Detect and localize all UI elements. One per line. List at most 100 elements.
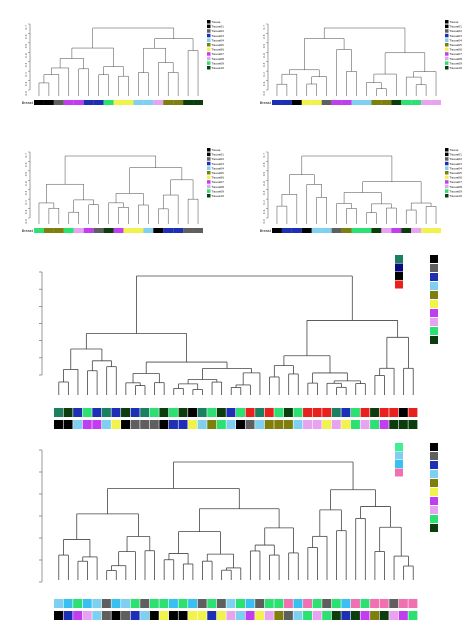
color-bar-row2-cell	[73, 420, 83, 429]
legend-b-swatch	[430, 327, 438, 335]
color-bar-row2-cell	[54, 611, 63, 620]
legend-b-swatch	[430, 515, 438, 523]
color-bar-row1-cell	[283, 599, 293, 608]
legend-b-swatch	[430, 282, 438, 290]
color-bar-cell	[83, 100, 94, 105]
legend-swatch	[445, 148, 449, 152]
color-bar-cell	[411, 228, 422, 233]
color-bar-row2-cell	[283, 611, 293, 620]
dendrogram-panel-large-upper	[39, 255, 438, 429]
legend-label: Tissue09	[211, 61, 225, 65]
legend-b-swatch	[430, 336, 438, 344]
color-bar-row1-cell	[389, 408, 399, 417]
color-bar-row1-cell	[168, 599, 178, 608]
y-axis-tick-label: 0.0	[24, 91, 28, 96]
color-bar-label: Breast	[22, 229, 34, 233]
color-bar-cell	[43, 100, 54, 105]
legend-a-swatch	[395, 272, 403, 280]
color-bar-row1-cell	[226, 408, 236, 417]
legend-label: Tissue06	[211, 176, 225, 180]
color-bar-row1-cell	[63, 599, 73, 608]
legend-swatch	[207, 52, 211, 56]
color-bar-row1-cell	[245, 408, 255, 417]
legend-label: Tissue04	[449, 38, 463, 42]
legend-label: Tissue02	[449, 157, 463, 161]
color-bar-row1-cell	[283, 408, 293, 417]
legend-label: Tissue04	[211, 38, 225, 42]
y-axis-tick-label: 0.0	[262, 91, 266, 96]
color-bar-row1-cell	[245, 599, 255, 608]
color-bar-row1-cell	[168, 408, 178, 417]
legend-b-swatch	[430, 300, 438, 308]
color-bar-row2-cell	[73, 611, 83, 620]
color-bar-row1-cell	[216, 408, 226, 417]
legend-b-swatch	[430, 506, 438, 514]
color-bar-row2-cell	[159, 611, 169, 620]
color-bar-cell	[53, 100, 64, 105]
color-bar-cell	[173, 100, 184, 105]
color-bar-cell	[73, 100, 84, 105]
color-bar-row1-cell	[130, 408, 140, 417]
legend-a-swatch	[395, 280, 403, 289]
legend-swatch	[445, 175, 449, 180]
legend-b-swatch	[430, 443, 438, 451]
legend-swatch	[445, 20, 449, 24]
color-bar-row1-cell	[398, 599, 408, 608]
color-bar-row2-cell	[350, 611, 360, 620]
color-bar-row2-cell	[140, 611, 150, 620]
dendrogram-panel-middle-left: 0.70.60.50.40.30.20.10.0BreastTissueTiss…	[22, 148, 224, 233]
color-bar-row1-cell	[350, 408, 360, 417]
legend-swatch	[207, 38, 211, 42]
legend-a-swatch	[395, 468, 403, 477]
color-bar-row1-cell	[216, 599, 226, 608]
y-axis-tick-label: 0.5	[24, 44, 28, 49]
color-bar-row1-cell	[312, 408, 322, 417]
legend-a-swatch	[395, 263, 403, 272]
color-bar-row2-cell	[350, 420, 360, 429]
color-bar-row2-cell	[207, 611, 217, 620]
color-bar-row1-cell	[370, 408, 380, 417]
color-bar-row1-cell	[379, 408, 389, 417]
legend-label: Tissue02	[449, 29, 463, 33]
color-bar-cell	[34, 228, 44, 233]
color-bar-row2-cell	[370, 420, 380, 429]
color-bar-row2-cell	[159, 420, 169, 429]
color-bar-row1-cell	[264, 408, 274, 417]
color-bar-row2-cell	[303, 611, 313, 620]
color-bar-row1-cell	[274, 408, 284, 417]
color-bar-row2-cell	[379, 611, 389, 620]
color-bar-cell	[311, 228, 322, 233]
color-bar-cell	[421, 100, 432, 105]
color-bar-cell	[63, 100, 74, 105]
color-bar-row2-cell	[226, 611, 236, 620]
legend-swatch	[207, 171, 211, 175]
legend-b-swatch	[430, 470, 438, 478]
color-bar-cell	[391, 100, 402, 105]
color-bar-cell	[421, 228, 432, 233]
legend-b-swatch	[430, 524, 438, 532]
legend-label: Tissue10	[211, 194, 225, 198]
color-bar-row1-cell	[121, 599, 131, 608]
legend-swatch	[207, 47, 211, 52]
y-axis-tick-label: 0.4	[262, 53, 266, 58]
color-bar-row2-cell	[370, 611, 380, 620]
color-bar-row1-cell	[360, 408, 370, 417]
color-bar-row2-cell	[264, 420, 274, 429]
color-bar-row2-cell	[408, 611, 418, 620]
color-bar-row1-cell	[350, 599, 360, 608]
color-bar-row2-cell	[303, 420, 313, 429]
legend-b-swatch	[430, 291, 438, 299]
color-bar-row1-cell	[111, 599, 121, 608]
color-bar-row2-cell	[274, 420, 284, 429]
legend-label: Tissue03	[449, 34, 463, 38]
color-bar-row1-cell	[121, 408, 131, 417]
color-bar-cell	[133, 100, 144, 105]
color-bar-row1-cell	[293, 599, 303, 608]
legend-b-swatch	[430, 461, 438, 469]
color-bar-row1-cell	[159, 599, 169, 608]
color-bar-row2-cell	[63, 420, 73, 429]
y-axis-tick-label: 0.3	[24, 62, 28, 67]
color-bar-cell	[143, 228, 154, 233]
color-bar-row2-cell	[245, 611, 255, 620]
legend-swatch	[207, 29, 211, 33]
